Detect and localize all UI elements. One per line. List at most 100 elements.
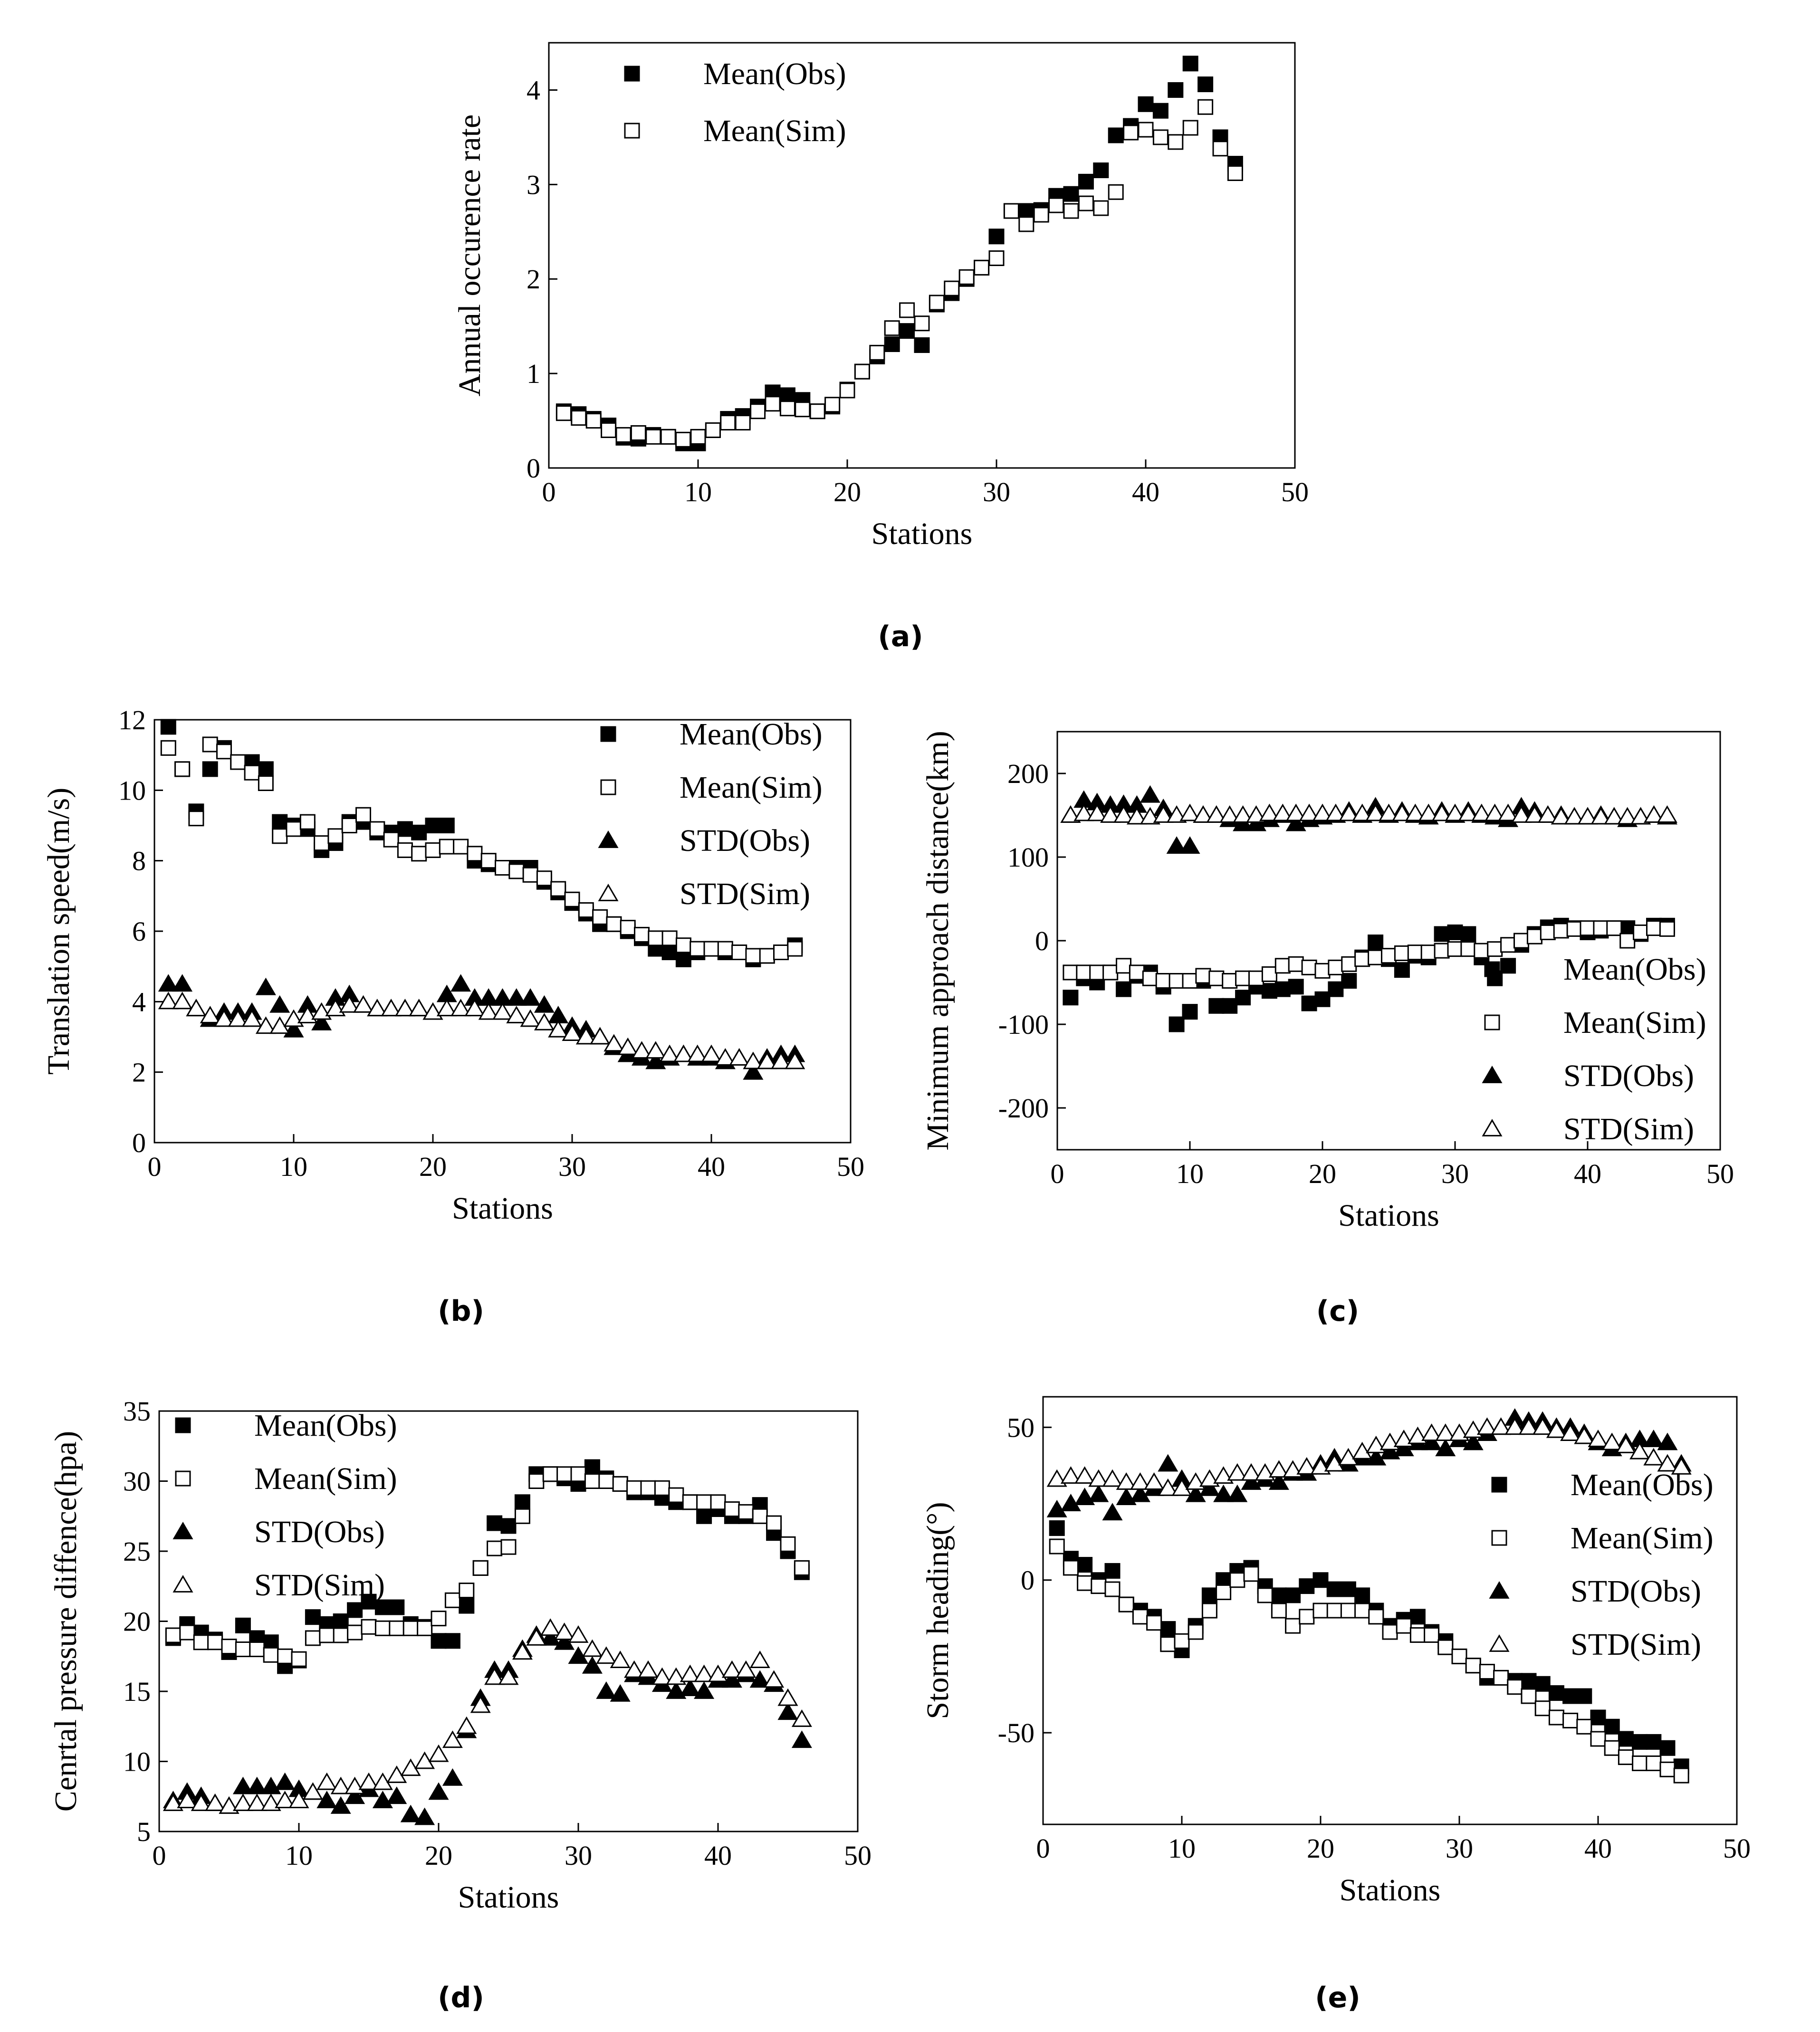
data-point bbox=[1471, 803, 1492, 821]
data-point bbox=[735, 415, 751, 431]
data-point bbox=[177, 1791, 198, 1808]
legend-marker bbox=[598, 830, 619, 848]
data-point bbox=[1378, 803, 1399, 821]
data-point bbox=[1643, 805, 1665, 823]
data-point bbox=[1511, 805, 1532, 823]
data-point bbox=[409, 999, 430, 1017]
legend-label: Mean(Sim) bbox=[1571, 1521, 1714, 1555]
series-mean-obs bbox=[556, 56, 1243, 451]
data-point bbox=[592, 909, 608, 925]
data-point bbox=[1108, 127, 1124, 143]
x-axis-label: Stations bbox=[1340, 1873, 1441, 1908]
data-point bbox=[1118, 1596, 1134, 1612]
data-point bbox=[974, 259, 990, 276]
data-point bbox=[1261, 983, 1277, 999]
data-point bbox=[456, 1716, 477, 1734]
data-point bbox=[1102, 1503, 1123, 1521]
data-point bbox=[736, 1660, 757, 1678]
data-point bbox=[1632, 1755, 1648, 1771]
data-point bbox=[244, 764, 260, 781]
data-point bbox=[1166, 836, 1187, 854]
data-point bbox=[1077, 1557, 1093, 1573]
data-point bbox=[766, 1515, 782, 1531]
data-point bbox=[1393, 1439, 1414, 1457]
data-point bbox=[1174, 1633, 1190, 1649]
data-point bbox=[444, 1592, 460, 1608]
data-point bbox=[1073, 803, 1094, 821]
data-point bbox=[383, 831, 399, 848]
data-point bbox=[1646, 1734, 1662, 1750]
y-tick-label: 15 bbox=[123, 1676, 151, 1707]
legend-marker bbox=[1482, 1119, 1503, 1136]
data-point bbox=[1328, 959, 1344, 975]
data-point bbox=[1576, 1688, 1592, 1704]
x-tick-label: 30 bbox=[565, 1840, 592, 1871]
data-point bbox=[638, 1660, 659, 1678]
data-point bbox=[1590, 1731, 1606, 1747]
data-point bbox=[1227, 165, 1243, 181]
data-point bbox=[442, 1768, 463, 1786]
data-point bbox=[1126, 807, 1147, 825]
y-tick-label: 0 bbox=[132, 1127, 146, 1158]
data-point bbox=[464, 999, 485, 1017]
data-point bbox=[283, 1009, 304, 1027]
legend-marker bbox=[172, 1575, 193, 1593]
data-point bbox=[1113, 805, 1134, 823]
data-point bbox=[361, 1619, 377, 1635]
data-point bbox=[1521, 1673, 1537, 1689]
data-point bbox=[512, 1642, 533, 1660]
data-point bbox=[1129, 964, 1145, 981]
y-tick-label: 4 bbox=[527, 75, 540, 105]
y-tick-label: 5 bbox=[137, 1816, 151, 1847]
data-point bbox=[472, 1560, 489, 1576]
data-point bbox=[869, 344, 885, 361]
series-std-obs bbox=[1046, 1408, 1692, 1521]
legend-label: Mean(Obs) bbox=[1571, 1468, 1714, 1502]
y-tick-label: -100 bbox=[998, 1009, 1049, 1040]
data-point bbox=[610, 1684, 631, 1702]
data-point bbox=[615, 427, 632, 443]
data-point bbox=[1152, 129, 1169, 145]
data-point bbox=[1235, 990, 1251, 1006]
series-std-obs bbox=[158, 974, 805, 1080]
data-point bbox=[333, 1627, 349, 1643]
legend-marker bbox=[1491, 1477, 1507, 1493]
x-tick-label: 40 bbox=[698, 1151, 725, 1182]
y-tick-label: 100 bbox=[1007, 842, 1049, 873]
x-axis-label: Stations bbox=[872, 516, 973, 551]
legend-label: Mean(Sim) bbox=[703, 114, 846, 148]
data-point bbox=[1104, 1581, 1121, 1597]
data-point bbox=[425, 818, 441, 833]
data-point bbox=[1182, 56, 1198, 72]
data-point bbox=[249, 1641, 265, 1657]
data-point bbox=[1288, 956, 1304, 972]
data-point bbox=[1179, 803, 1200, 821]
data-point bbox=[568, 1646, 589, 1664]
data-point bbox=[339, 995, 360, 1013]
data-point bbox=[1590, 1709, 1606, 1726]
data-point bbox=[571, 410, 587, 426]
x-tick-label: 30 bbox=[1446, 1833, 1473, 1864]
legend-marker bbox=[600, 726, 616, 742]
data-point bbox=[1169, 1016, 1185, 1032]
data-point bbox=[436, 999, 457, 1017]
data-point bbox=[439, 818, 455, 833]
data-point bbox=[1352, 803, 1373, 821]
data-point bbox=[389, 1599, 405, 1615]
data-point bbox=[1212, 141, 1228, 157]
panel-label-d: (d) bbox=[438, 1981, 484, 2014]
data-point bbox=[1341, 956, 1357, 972]
data-point bbox=[506, 1006, 527, 1023]
data-point bbox=[291, 1651, 307, 1667]
data-point bbox=[540, 1618, 561, 1636]
data-point bbox=[258, 775, 274, 791]
data-point bbox=[386, 1765, 407, 1783]
data-point bbox=[660, 429, 676, 445]
data-point bbox=[601, 422, 617, 438]
data-point bbox=[1532, 1417, 1553, 1435]
x-tick-label: 50 bbox=[1281, 477, 1309, 507]
data-point bbox=[791, 1730, 812, 1748]
data-point bbox=[1659, 1740, 1676, 1756]
panel-label-b: (b) bbox=[438, 1295, 484, 1328]
data-point bbox=[1206, 805, 1227, 823]
